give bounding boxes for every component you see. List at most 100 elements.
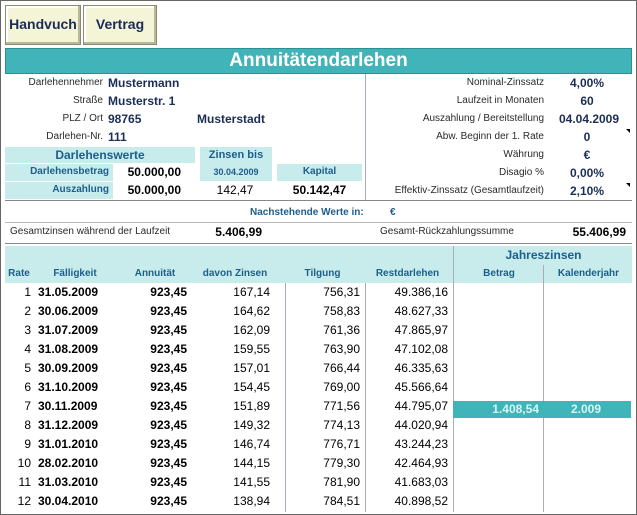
total-interest-label: Gesamtzinsen während der Laufzeit xyxy=(10,226,171,237)
effective-rate-value: 2,10% xyxy=(569,184,605,198)
amount-label-bg xyxy=(5,164,113,181)
table-row: 4 31.08.2009 923,45 159,55 763,90 47.102,08 xyxy=(5,341,632,358)
due-date-cell: 31.08.2009 xyxy=(38,342,99,356)
repayment-cell: 756,31 xyxy=(323,285,360,299)
interest-cell: 162,09 xyxy=(233,323,270,337)
table-row: 11 31.03.2010 923,45 141,55 781,90 41.683,03 xyxy=(5,474,632,491)
due-date-cell: 30.04.2010 xyxy=(38,494,99,508)
rate-cell: 3 xyxy=(24,323,31,337)
comment-marker-icon[interactable] xyxy=(626,183,630,187)
interest-cell: 151,89 xyxy=(233,399,270,413)
annuity-cell: 923,45 xyxy=(150,361,187,375)
annuity-cell: 923,45 xyxy=(150,342,187,356)
repayment-cell: 784,51 xyxy=(323,494,360,508)
divider xyxy=(5,222,632,223)
divider xyxy=(5,243,632,244)
loan-values-header-bg xyxy=(5,147,195,163)
table-row: 6 31.10.2009 923,45 154,45 769,00 45.566,64 xyxy=(5,379,632,396)
interest-cell: 159,55 xyxy=(233,342,270,356)
handbuch-button[interactable]: Handvuch xyxy=(5,5,81,45)
annuity-cell: 923,45 xyxy=(150,494,187,508)
payout-label-bg xyxy=(5,182,113,199)
capital-label: Kapital xyxy=(302,166,337,177)
rate-cell: 8 xyxy=(24,418,31,432)
year-interest-year: 2.009 xyxy=(570,402,602,416)
divider xyxy=(285,283,286,512)
repayment-cell: 779,30 xyxy=(323,456,360,470)
annuity-cell: 923,45 xyxy=(150,380,187,394)
currency-value[interactable]: € xyxy=(583,148,591,162)
disagio-label: Disagio % xyxy=(498,167,544,178)
year-interest-amount: 1.408,54 xyxy=(492,402,539,416)
annuity-cell: 923,45 xyxy=(150,475,187,489)
repayment-cell: 776,71 xyxy=(323,437,360,451)
col-due-header: Fälligkeit xyxy=(53,268,97,279)
due-date-cell: 31.12.2009 xyxy=(38,418,99,432)
payout-date-value[interactable]: 04.04.2009 xyxy=(558,112,620,126)
table-header-bg xyxy=(5,246,632,283)
col-rate-header: Rate xyxy=(8,268,30,279)
zip-value[interactable]: 98765 xyxy=(108,112,142,126)
due-date-cell: 31.05.2009 xyxy=(38,285,99,299)
due-date-cell: 30.06.2009 xyxy=(38,304,99,318)
rate-cell: 5 xyxy=(24,361,31,375)
total-interest-value: 5.406,99 xyxy=(215,225,262,239)
interest-cell: 154,45 xyxy=(233,380,270,394)
balance-cell: 47.102,08 xyxy=(394,342,448,356)
interest-cell: 149,32 xyxy=(233,418,270,432)
page-title: Annuitätendarlehen xyxy=(5,48,632,74)
effective-rate-label: Effektiv-Zinssatz (Gesamtlaufzeit) xyxy=(394,185,544,196)
loan-number-value[interactable]: 111 xyxy=(108,130,127,144)
loan-number-label: Darlehen-Nr. xyxy=(46,131,103,142)
nominal-rate-label: Nominal-Zinssatz xyxy=(466,77,544,88)
comment-marker-icon[interactable] xyxy=(626,129,630,133)
repayment-cell: 769,00 xyxy=(323,380,360,394)
divider xyxy=(5,200,632,201)
col-repayment-header: Tilgung xyxy=(304,268,341,279)
total-repayment-label: Gesamt-Rückzahlungssumme xyxy=(380,226,514,237)
table-row: 1 31.05.2009 923,45 167,14 756,31 49.386,16 xyxy=(5,284,632,301)
rate-cell: 1 xyxy=(24,285,31,299)
deviation-value[interactable]: 0 xyxy=(583,130,591,144)
divider xyxy=(543,265,544,512)
disagio-value[interactable]: 0,00% xyxy=(569,166,605,180)
repayment-cell: 781,90 xyxy=(323,475,360,489)
table-row: 3 31.07.2009 923,45 162,09 761,36 47.865,97 xyxy=(5,322,632,339)
currency-label: Währung xyxy=(503,149,544,160)
loan-values-header: Darlehenswerte xyxy=(55,148,145,162)
repayment-cell: 774,13 xyxy=(323,418,360,432)
balance-cell: 40.898,52 xyxy=(394,494,448,508)
rate-cell: 11 xyxy=(18,475,31,489)
street-value[interactable]: Musterstr. 1 xyxy=(108,94,176,108)
borrower-name-value[interactable]: Mustermann xyxy=(108,76,180,90)
table-row: 10 28.02.2010 923,45 144,15 779,30 42.464,93 xyxy=(5,455,632,472)
borrower-name-label: Darlehennehmer xyxy=(28,77,104,88)
col-interest-header: davon Zinsen xyxy=(202,268,268,279)
table-row: 7 30.11.2009 923,45 151,89 771,56 44.795,07 xyxy=(5,398,632,415)
balance-cell: 43.244,23 xyxy=(394,437,448,451)
nominal-rate-value[interactable]: 4,00% xyxy=(569,76,605,90)
col-year-header: Kalenderjahr xyxy=(557,268,620,279)
payout-label: Auszahlung xyxy=(52,184,109,195)
interest-cell: 167,14 xyxy=(233,285,270,299)
balance-cell: 44.020,94 xyxy=(394,418,448,432)
vertrag-button[interactable]: Vertrag xyxy=(83,5,157,45)
loan-amount-value[interactable]: 50.000,00 xyxy=(127,165,181,179)
capital-value: 50.142,47 xyxy=(292,183,347,197)
balance-cell: 41.683,03 xyxy=(394,475,448,489)
city-value[interactable]: Musterstadt xyxy=(197,112,266,126)
term-value[interactable]: 60 xyxy=(580,94,594,108)
interest-cell: 144,15 xyxy=(233,456,270,470)
balance-cell: 45.566,64 xyxy=(394,380,448,394)
due-date-cell: 30.09.2009 xyxy=(38,361,99,375)
values-note: Nachstehende Werte in: xyxy=(250,207,364,218)
interest-value: 142,47 xyxy=(216,183,254,197)
interest-until-date: 30.04.2009 xyxy=(213,167,259,177)
year-interest-header: Jahreszinsen xyxy=(505,248,582,262)
balance-cell: 49.386,16 xyxy=(394,285,448,299)
interest-cell: 157,01 xyxy=(233,361,270,375)
table-row: 12 30.04.2010 923,45 138,94 784,51 40.898,52 xyxy=(5,493,632,510)
rate-cell: 2 xyxy=(24,304,31,318)
due-date-cell: 31.01.2010 xyxy=(38,437,99,451)
repayment-cell: 766,44 xyxy=(323,361,360,375)
